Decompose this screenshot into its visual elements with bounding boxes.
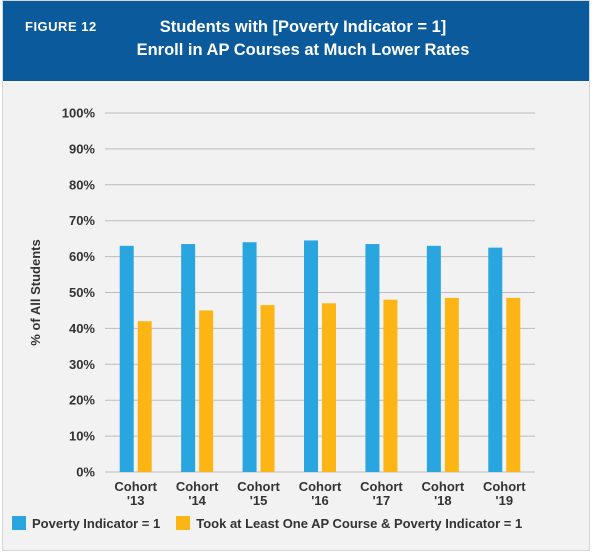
legend-swatch-series-1 bbox=[12, 516, 26, 530]
x-tick-label: '16 bbox=[311, 493, 329, 508]
legend-label-series-1: Poverty Indicator = 1 bbox=[32, 515, 161, 531]
chart-title-line-1: Students with [Poverty Indicator = 1] bbox=[159, 18, 447, 36]
bar-series-2 bbox=[506, 297, 521, 472]
legend-swatch-series-2 bbox=[176, 516, 191, 530]
chart-title-line-2: Enroll in AP Courses at Much Lower Rates bbox=[136, 41, 470, 59]
y-tick-label: 90% bbox=[69, 141, 95, 156]
legend-item-series-1: Poverty Indicator = 1 bbox=[12, 516, 160, 531]
x-tick-label: Cohort bbox=[422, 479, 465, 494]
x-tick-label: '17 bbox=[373, 493, 391, 508]
y-tick-label: 30% bbox=[69, 357, 95, 372]
x-tick-label: '15 bbox=[250, 493, 268, 508]
y-tick-label: 70% bbox=[69, 213, 95, 228]
y-tick-label: 80% bbox=[69, 177, 95, 192]
figure-label: FIGURE 12 bbox=[25, 19, 97, 34]
bar-series-1 bbox=[426, 245, 441, 472]
x-tick-label: '14 bbox=[188, 493, 206, 508]
bar-series-2 bbox=[137, 321, 152, 472]
y-tick-label: 60% bbox=[69, 249, 95, 264]
bar-series-2 bbox=[322, 303, 336, 472]
y-tick-label: 0% bbox=[76, 465, 95, 480]
bar-series-2 bbox=[383, 299, 398, 472]
y-tick-label: 100% bbox=[62, 106, 96, 121]
x-tick-label: Cohort bbox=[483, 479, 526, 494]
x-tick-label: Cohort bbox=[237, 479, 280, 494]
x-tick-label: Cohort bbox=[176, 479, 219, 494]
bar-series-1 bbox=[119, 245, 134, 472]
bar-series-2 bbox=[199, 310, 214, 472]
x-tick-label: '18 bbox=[434, 493, 452, 508]
bar-series-2 bbox=[444, 297, 459, 472]
legend-label-series-2: Took at Least One AP Course & Poverty In… bbox=[196, 515, 523, 531]
figure-header: FIGURE 12 Students with [Poverty Indicat… bbox=[3, 1, 589, 81]
bar-series-1 bbox=[365, 244, 380, 472]
y-axis-title: % of All Students bbox=[28, 239, 43, 345]
x-tick-label: Cohort bbox=[114, 479, 157, 494]
bar-series-1 bbox=[181, 244, 196, 472]
y-tick-label: 20% bbox=[69, 393, 95, 408]
bar-series-2 bbox=[260, 305, 275, 472]
y-tick-label: 10% bbox=[69, 429, 95, 444]
bar-series-1 bbox=[242, 242, 257, 472]
bar-series-1 bbox=[488, 247, 503, 472]
bar-series-1 bbox=[304, 240, 318, 472]
x-tick-label: Cohort bbox=[299, 479, 342, 494]
legend-item-series-2: Took at Least One AP Course & Poverty In… bbox=[176, 516, 522, 531]
x-tick-label: Cohort bbox=[360, 479, 403, 494]
x-tick-label: '19 bbox=[496, 493, 514, 508]
y-tick-label: 40% bbox=[69, 321, 95, 336]
chart-title: Students with [Poverty Indicator = 1] En… bbox=[103, 16, 503, 62]
y-tick-label: 50% bbox=[69, 285, 95, 300]
chart-legend: Poverty Indicator = 1 Took at Least One … bbox=[12, 513, 538, 533]
x-tick-label: '13 bbox=[127, 493, 145, 508]
